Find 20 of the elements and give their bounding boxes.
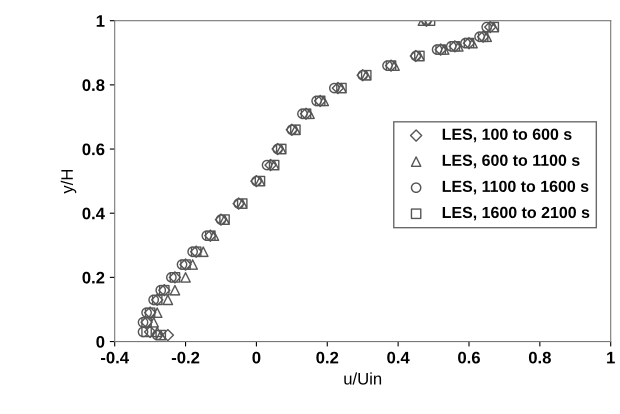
x-tick-label: 0.2 (316, 352, 338, 364)
y-tick-label: 1 (96, 15, 105, 27)
x-tick-label: 0.6 (458, 352, 480, 364)
x-tick-label: 0.4 (387, 352, 410, 364)
y-tick-label: 0.6 (82, 143, 104, 156)
y-tick-label: 0 (96, 336, 104, 348)
x-tick-label: 1 (607, 352, 615, 364)
x-axis-title: u/Uin (344, 372, 382, 385)
legend-label: LES, 600 to 1100 s (442, 154, 580, 168)
x-tick-label: 0 (252, 352, 260, 364)
y-tick-label: 0.2 (82, 272, 104, 284)
y-tick-label: 0.8 (82, 79, 104, 92)
x-tick-label: -0.4 (100, 352, 129, 364)
x-tick-label: 0.8 (528, 352, 551, 364)
y-axis-title: y/H (60, 170, 76, 194)
legend-label: LES, 1100 to 1600 s (442, 180, 588, 194)
legend-label: LES, 100 to 600 s (442, 128, 572, 142)
legend-label: LES, 1600 to 2100 s (442, 206, 590, 220)
y-tick-label: 0.4 (82, 208, 105, 220)
x-tick-label: -0.2 (172, 352, 200, 364)
